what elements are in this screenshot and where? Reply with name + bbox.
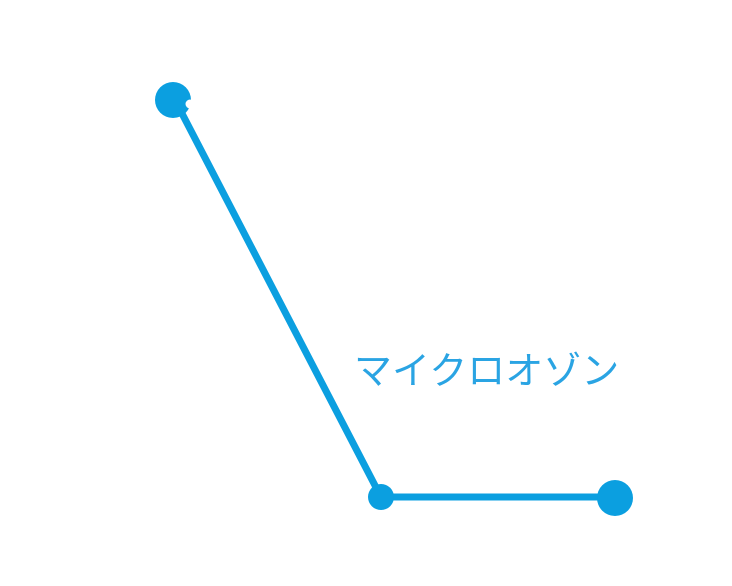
nodes: [155, 82, 633, 516]
connector-lines: [171, 96, 619, 501]
corner-node: [368, 484, 394, 510]
end-node: [597, 480, 633, 516]
start-node-notch: [185, 99, 195, 109]
start-node-dot: [155, 82, 191, 118]
start-node: [155, 82, 195, 118]
diagonal-segment: [171, 96, 385, 501]
diagram-label: マイクロオゾン: [354, 349, 619, 393]
